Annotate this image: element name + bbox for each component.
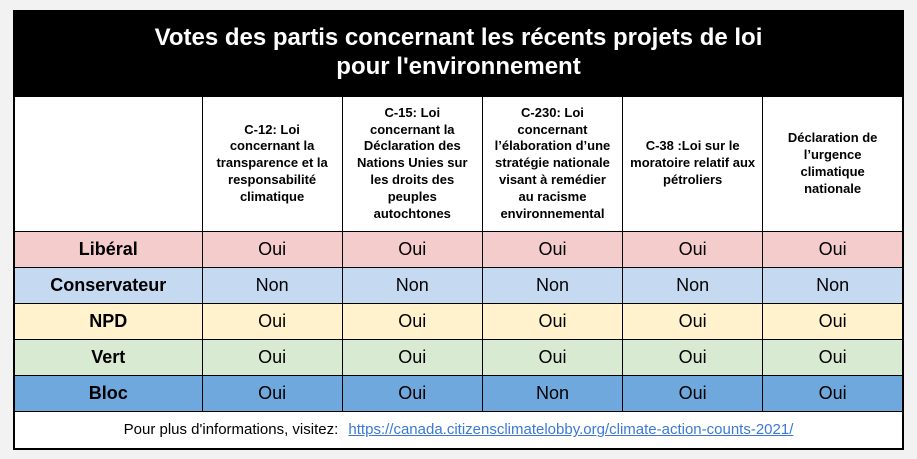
votes-table: C-12: Loi concernant la transparence et … — [13, 95, 904, 450]
vote-cell: Oui — [762, 338, 904, 376]
vote-cell: Oui — [341, 230, 483, 268]
page-title-line-1: Votes des partis concernant les récents … — [154, 24, 763, 51]
vote-cell: Non — [762, 266, 904, 304]
column-header-c12: C-12: Loi concernant la transparence et … — [201, 95, 343, 232]
vote-cell: Non — [622, 266, 764, 304]
vote-cell: Oui — [341, 302, 483, 340]
vote-cell: Oui — [201, 302, 343, 340]
vote-cell: Oui — [481, 230, 624, 268]
vote-cell: Oui — [622, 302, 764, 340]
vote-cell: Oui — [201, 338, 343, 376]
vote-cell: Oui — [762, 374, 904, 412]
party-label-vert: Vert — [13, 338, 203, 376]
page-title-line-2: pour l'environnement — [336, 53, 581, 80]
party-label-npd: NPD — [13, 302, 203, 340]
table-row-liberal: Libéral Oui Oui Oui Oui Oui — [13, 230, 904, 268]
header-row: C-12: Loi concernant la transparence et … — [13, 95, 904, 232]
column-header-c230: C-230: Loi concernant l’élaboration d’un… — [481, 95, 624, 232]
footer-cell: Pour plus d'informations, visitez: https… — [13, 410, 904, 450]
footer-row: Pour plus d'informations, visitez: https… — [13, 410, 904, 450]
party-label-liberal: Libéral — [13, 230, 203, 268]
vote-cell: Non — [481, 374, 624, 412]
vote-cell: Oui — [762, 302, 904, 340]
vote-cell: Oui — [622, 374, 764, 412]
footer-text: Pour plus d'informations, visitez: — [123, 421, 339, 439]
vote-cell: Oui — [622, 338, 764, 376]
column-header-c38: C-38 :Loi sur le moratoire relatif aux p… — [622, 95, 764, 232]
vote-cell: Non — [201, 266, 343, 304]
vote-cell: Non — [481, 266, 624, 304]
vote-cell: Oui — [622, 230, 764, 268]
table-row-vert: Vert Oui Oui Oui Oui Oui — [13, 338, 904, 376]
table-row-npd: NPD Oui Oui Oui Oui Oui — [13, 302, 904, 340]
party-label-conservateur: Conservateur — [13, 266, 203, 304]
table-row-conservateur: Conservateur Non Non Non Non Non — [13, 266, 904, 304]
vote-cell: Oui — [341, 338, 483, 376]
party-label-bloc: Bloc — [13, 374, 203, 412]
vote-cell: Oui — [201, 230, 343, 268]
column-header-declaration: Déclaration de l’urgence climatique nati… — [762, 95, 904, 232]
table-row-bloc: Bloc Oui Oui Non Oui Oui — [13, 374, 904, 412]
corner-cell — [13, 95, 203, 232]
footer-link[interactable]: https://canada.citizensclimatelobby.org/… — [348, 421, 794, 439]
vote-cell: Oui — [481, 338, 624, 376]
vote-cell: Oui — [341, 374, 483, 412]
column-header-c15: C-15: Loi concernant la Déclaration des … — [341, 95, 483, 232]
votes-table-card: Votes des partis concernant les récents … — [13, 10, 904, 450]
vote-cell: Oui — [762, 230, 904, 268]
vote-cell: Oui — [481, 302, 624, 340]
page-title: Votes des partis concernant les récents … — [13, 10, 904, 95]
vote-cell: Non — [341, 266, 483, 304]
vote-cell: Oui — [201, 374, 343, 412]
